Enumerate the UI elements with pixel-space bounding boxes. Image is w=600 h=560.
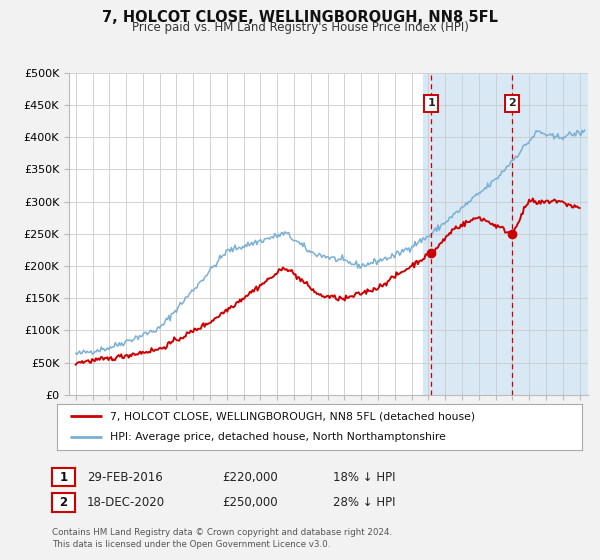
Text: 18-DEC-2020: 18-DEC-2020 bbox=[87, 496, 165, 509]
Text: Contains HM Land Registry data © Crown copyright and database right 2024.
This d: Contains HM Land Registry data © Crown c… bbox=[52, 528, 392, 549]
Text: HPI: Average price, detached house, North Northamptonshire: HPI: Average price, detached house, Nort… bbox=[110, 432, 445, 442]
Text: 28% ↓ HPI: 28% ↓ HPI bbox=[333, 496, 395, 509]
Text: 1: 1 bbox=[59, 470, 68, 484]
Bar bbox=[424, 73, 588, 395]
Text: 2: 2 bbox=[59, 496, 68, 509]
Text: 18% ↓ HPI: 18% ↓ HPI bbox=[333, 470, 395, 484]
Text: 1: 1 bbox=[427, 99, 435, 109]
Text: 7, HOLCOT CLOSE, WELLINGBOROUGH, NN8 5FL: 7, HOLCOT CLOSE, WELLINGBOROUGH, NN8 5FL bbox=[102, 10, 498, 25]
Text: 2: 2 bbox=[508, 99, 515, 109]
Text: £250,000: £250,000 bbox=[222, 496, 278, 509]
Text: £220,000: £220,000 bbox=[222, 470, 278, 484]
Text: 29-FEB-2016: 29-FEB-2016 bbox=[87, 470, 163, 484]
Text: Price paid vs. HM Land Registry's House Price Index (HPI): Price paid vs. HM Land Registry's House … bbox=[131, 21, 469, 34]
Text: 7, HOLCOT CLOSE, WELLINGBOROUGH, NN8 5FL (detached house): 7, HOLCOT CLOSE, WELLINGBOROUGH, NN8 5FL… bbox=[110, 411, 475, 421]
